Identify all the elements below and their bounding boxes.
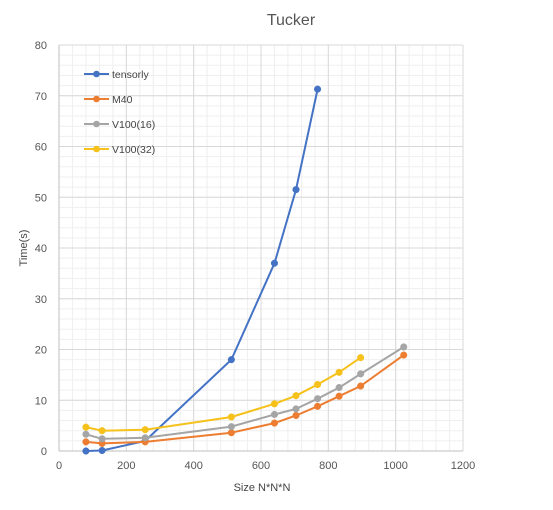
x-tick-label: 600 (252, 460, 270, 472)
data-point (335, 384, 343, 392)
data-point (314, 380, 322, 389)
legend-marker (93, 70, 100, 78)
data-point (227, 429, 235, 437)
legend-marker (93, 120, 100, 128)
data-point (141, 426, 149, 434)
series-m40 (82, 351, 408, 447)
data-point (357, 354, 365, 362)
series-line (85, 354, 405, 445)
data-point (292, 186, 300, 194)
data-point (98, 435, 106, 443)
x-axis-title: Size N*N*N (234, 482, 291, 494)
legend-item: V100(16) (84, 119, 155, 131)
x-tick-label: 800 (319, 460, 337, 472)
y-tick-label: 10 (35, 395, 47, 407)
x-tick-label: 1200 (451, 460, 475, 472)
x-tick-label: 200 (117, 460, 135, 472)
data-point (270, 259, 279, 267)
data-point (227, 413, 235, 421)
legend-item: V100(32) (84, 144, 155, 156)
data-point (141, 434, 149, 442)
data-point (292, 411, 300, 420)
x-tick-label: 0 (56, 460, 62, 472)
data-point (82, 438, 90, 446)
y-axis-title: Time(s) (18, 230, 30, 267)
y-tick-label: 60 (35, 142, 47, 154)
series-lines (82, 85, 408, 455)
data-point (357, 382, 365, 390)
chart-title: Tucker (267, 12, 316, 29)
series-v100-16- (82, 343, 408, 443)
legend-item: M40 (84, 94, 133, 106)
axes: 0 200 400 600 800 1000 1200 0 10 20 30 40 50 60 70 80 (35, 40, 475, 472)
data-point (335, 392, 343, 400)
data-point (400, 343, 408, 351)
y-tick-label: 70 (35, 91, 47, 103)
data-point (314, 85, 322, 93)
data-point (357, 370, 365, 378)
data-point (98, 427, 106, 435)
legend-item: tensorly (84, 69, 150, 81)
y-tick-label: 30 (35, 294, 47, 306)
data-point (82, 423, 90, 431)
data-point (400, 351, 408, 359)
data-point (292, 392, 300, 400)
y-tick-label: 50 (35, 192, 47, 204)
data-point (314, 402, 322, 410)
data-point (227, 356, 235, 364)
legend-label: M40 (112, 94, 133, 106)
legend: tensorly M40 V100(16) V100(32) (84, 69, 155, 156)
data-point (227, 423, 235, 431)
data-point (270, 419, 279, 427)
legend-marker (93, 95, 100, 103)
data-point (82, 447, 90, 455)
x-tick-label: 400 (184, 460, 202, 472)
data-point (292, 405, 300, 413)
data-point (98, 446, 106, 455)
legend-label: V100(32) (112, 144, 155, 156)
data-point (335, 368, 343, 376)
legend-marker (93, 145, 100, 153)
y-tick-label: 20 (35, 345, 47, 357)
series-line (85, 346, 405, 440)
x-tick-label: 1000 (383, 460, 407, 472)
data-point (270, 400, 279, 408)
y-tick-label: 80 (35, 40, 47, 52)
legend-label: tensorly (112, 69, 150, 81)
series-v100-32- (82, 354, 365, 435)
data-point (82, 430, 90, 438)
data-point (270, 410, 279, 419)
legend-label: V100(16) (112, 119, 155, 131)
data-point (314, 395, 322, 403)
y-tick-label: 0 (41, 446, 47, 458)
y-tick-label: 40 (35, 243, 47, 255)
grid (58, 44, 464, 452)
